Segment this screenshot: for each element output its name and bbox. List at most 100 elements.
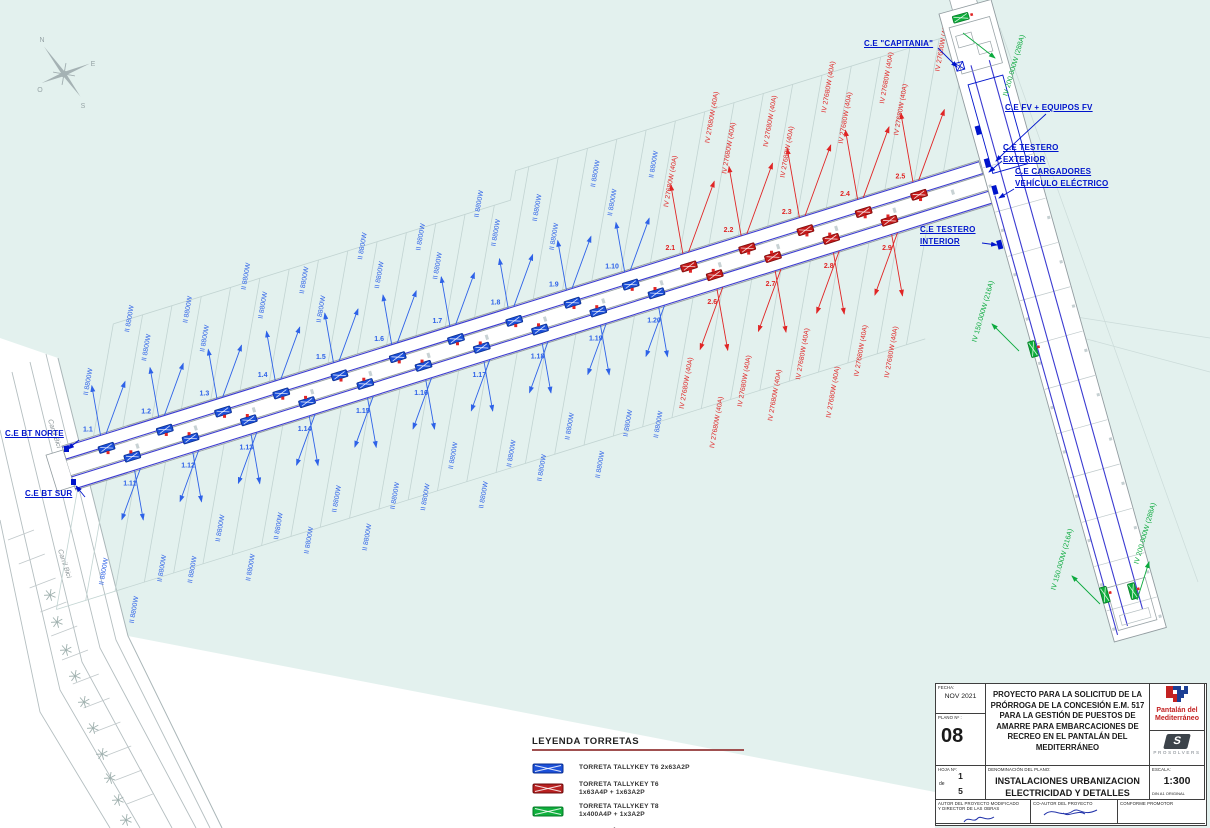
derivation-arrow [280, 326, 301, 380]
ce-leader-line [937, 47, 958, 68]
torreta-symbol [796, 224, 815, 237]
fecha-label: FECHA: [938, 685, 955, 690]
berth-load-label: II 8800W [623, 409, 635, 438]
palm-tree-icon [59, 644, 72, 656]
parking-stripe [94, 721, 121, 733]
derivation-arrow [412, 377, 432, 430]
ce-leader-line [981, 241, 998, 247]
derivation-arrow [862, 126, 890, 198]
derivation-arrow [90, 384, 101, 436]
titleblock-conforme-cell: CONFORME PROMOTOR [1118, 800, 1205, 824]
derivation-arrow [425, 379, 436, 431]
berth-load-label: II 8800W [536, 453, 548, 482]
derivation-mark [630, 287, 634, 291]
hoja-label: HOJA Nº: [938, 767, 958, 772]
berth-load-label: II 8800W [590, 159, 602, 188]
torreta-number: 1.7 [432, 318, 442, 325]
palm-tree-icon [86, 722, 99, 734]
berth-load-label: II 8800W [648, 150, 660, 179]
torreta-symbol-green [1099, 585, 1112, 604]
green-feed-arrow [1136, 561, 1150, 601]
berth-load-label: II 8800W [299, 266, 311, 295]
berth-load-label: II 8800W [432, 251, 444, 280]
derivation-arrow [367, 397, 378, 449]
torreta-number: 1.3 [200, 390, 210, 397]
berth-load-label: II 8800W [390, 481, 402, 510]
berth-load-label: II 8800W [490, 218, 502, 247]
ce-label-fv: C.E FV + EQUIPOS FV [1005, 103, 1093, 112]
berth-load-label: II 8800W [331, 484, 343, 513]
torreta-symbol [239, 414, 258, 427]
derivation-arrow [354, 396, 374, 448]
torreta-red-icon [532, 783, 564, 794]
plano-number: 08 [941, 725, 964, 748]
torreta-symbol [123, 450, 142, 463]
prosolvers-brand-name: PROSOLVERS [1153, 750, 1201, 755]
road-line [0, 519, 111, 828]
torreta-number: 1.13 [240, 444, 254, 451]
berth-fan [56, 28, 971, 610]
derivation-arrow [134, 470, 145, 521]
derivation-mark [164, 432, 168, 436]
derivation-arrow [669, 183, 684, 254]
berth-load-label: II 8800W [357, 232, 369, 261]
fecha-value: NOV 2021 [944, 693, 977, 701]
title-block: FECHA: NOV 2021 PLANO Nº : 08 PROYECTO P… [935, 683, 1207, 826]
derivation-arrow [222, 344, 242, 398]
green-feed-arrow [991, 323, 1020, 352]
berth-load-label: IV 27680W (40A) [879, 52, 895, 105]
torreta-number: 2.4 [840, 191, 850, 198]
derivation-arrow [804, 144, 832, 216]
derivation-mark [886, 214, 890, 218]
berth-load-label: II 8800W [506, 439, 518, 468]
derivation-mark [223, 414, 227, 418]
east-pier [938, 0, 1167, 643]
derivation-mark [572, 305, 576, 309]
ce-cabinet-box [983, 157, 991, 168]
derivation-arrow [629, 217, 650, 271]
derivation-arrow [727, 165, 742, 236]
palm-tree-icon [77, 696, 90, 708]
berth-load-label: II 8800W [478, 480, 490, 509]
torreta-number: 1.20 [647, 317, 661, 324]
ce-zone [967, 74, 1029, 174]
ce-label-testero-exterior: C.E TESTERO EXTERIOR [1003, 143, 1059, 165]
hoja-de: de [939, 780, 945, 787]
derivation-arrow [498, 257, 509, 309]
derivation-mark [362, 377, 366, 381]
derivation-mark [455, 342, 459, 346]
torreta-symbol-green [952, 12, 974, 24]
derivation-mark [653, 287, 657, 291]
parking-stripe [105, 745, 132, 757]
torreta-symbol [472, 341, 491, 354]
electric-line [994, 195, 1119, 636]
derivation-arrow [816, 250, 840, 315]
legend-item: TORRETA TALLYKEY T6 2x63A2P [532, 762, 782, 775]
derivation-arrow [148, 366, 160, 417]
derivation-mark [420, 359, 424, 363]
torreta-number: 1.17 [472, 372, 486, 379]
titleblock-fecha-cell: FECHA: NOV 2021 [936, 684, 986, 714]
berth-load-label: II 8800W [83, 367, 95, 396]
legend-underline [532, 749, 744, 751]
berth-load-label: II 8800W [258, 291, 270, 320]
green-feed-arrow [1071, 575, 1101, 605]
berth-load-label: IV 27680W (40A) [893, 83, 909, 136]
derivation-arrow [250, 434, 262, 485]
titleblock-coautor-cell: CO-AUTOR DEL PROYECTO [1031, 800, 1118, 824]
berth-load-label: II 8800W [415, 223, 427, 252]
derivation-arrow [785, 147, 800, 218]
palm-tree-icon [119, 814, 132, 826]
din-original: DIN A1 ORIGINAL [1152, 791, 1185, 797]
berth-load-label: II 8800W [564, 412, 576, 441]
derivation-mark [339, 378, 343, 382]
derivation-arrow [439, 275, 451, 327]
electric-line [988, 60, 1144, 610]
torreta-number: 1.5 [316, 354, 326, 361]
ce-leader-line [998, 188, 1015, 199]
derivation-arrow [874, 232, 898, 296]
berth-load-label: II 8800W [141, 333, 153, 362]
green-feed-arrow [962, 32, 996, 59]
compass-n: N [39, 37, 44, 44]
